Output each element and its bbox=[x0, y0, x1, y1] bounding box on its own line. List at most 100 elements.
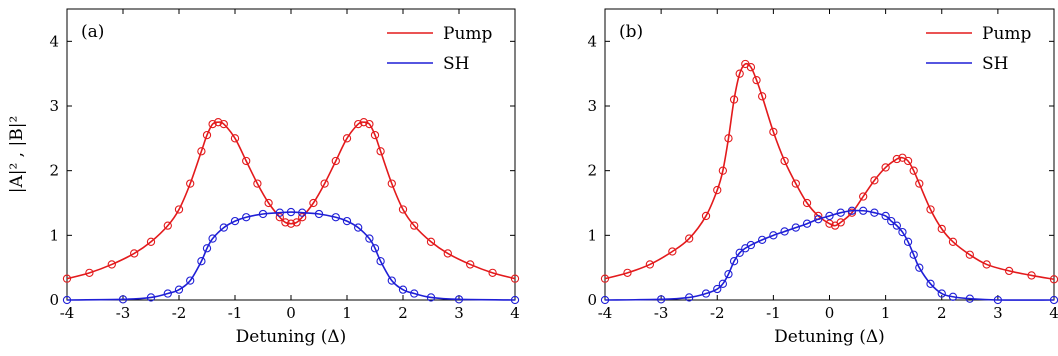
data-point-pump bbox=[729, 95, 739, 104]
x-tick-label: 1 bbox=[881, 304, 891, 322]
data-point-sh bbox=[398, 285, 408, 294]
data-point-pump bbox=[758, 92, 767, 101]
data-point-pump bbox=[746, 63, 756, 72]
data-point-pump bbox=[174, 205, 184, 214]
legend-label-sh: SH bbox=[443, 54, 469, 74]
data-point-sh bbox=[370, 244, 380, 253]
data-point-pump bbox=[342, 134, 352, 143]
data-point-sh bbox=[898, 227, 907, 237]
data-point-pump bbox=[443, 249, 452, 258]
data-point-sh bbox=[802, 219, 812, 228]
x-tick-label: -1 bbox=[228, 304, 243, 322]
data-point-pump bbox=[881, 163, 890, 172]
data-point-pump bbox=[197, 147, 206, 156]
data-point-sh bbox=[118, 295, 128, 304]
data-point-pump bbox=[713, 185, 722, 195]
data-point-sh bbox=[926, 279, 935, 288]
y-axis-label: |A|² , |B|² bbox=[7, 116, 27, 194]
data-point-sh bbox=[600, 295, 610, 305]
x-tick-label: 0 bbox=[825, 304, 835, 322]
legend-label-pump: Pump bbox=[982, 24, 1032, 44]
data-point-pump bbox=[281, 218, 290, 227]
data-point-sh bbox=[314, 209, 324, 219]
data-point-pump bbox=[859, 192, 868, 201]
x-tick-label: 2 bbox=[937, 304, 947, 322]
data-point-pump bbox=[600, 274, 610, 283]
data-point-sh bbox=[948, 292, 958, 301]
data-point-pump bbox=[298, 213, 307, 222]
data-point-sh bbox=[881, 211, 890, 221]
data-point-pump bbox=[836, 218, 845, 227]
data-point-sh bbox=[937, 289, 946, 298]
data-point-sh bbox=[746, 240, 756, 250]
legend-label-sh: SH bbox=[982, 54, 1008, 74]
panel-b: -4 -3 -2 -1 0 1 2 3 4 0 1 2 3 4 Detuning (Δ) (b) Pump SH bbox=[587, 8, 1058, 347]
data-point-pump bbox=[791, 179, 800, 188]
x-tick-label: 4 bbox=[510, 304, 520, 322]
data-point-sh bbox=[331, 213, 340, 222]
data-point-pump bbox=[701, 211, 711, 221]
data-point-pump bbox=[253, 179, 262, 188]
data-point-pump bbox=[208, 119, 217, 129]
series-line-pump bbox=[66, 121, 516, 280]
data-point-pump bbox=[645, 260, 655, 269]
data-point-sh bbox=[197, 257, 206, 266]
y-tick-label: 4 bbox=[587, 32, 597, 50]
data-point-sh bbox=[146, 293, 156, 302]
data-point-sh bbox=[286, 207, 296, 217]
y-tick-label: 0 bbox=[587, 291, 597, 309]
data-point-pump bbox=[724, 134, 733, 143]
data-point-sh bbox=[701, 289, 711, 298]
series-line-sh bbox=[66, 211, 516, 301]
data-point-pump bbox=[1004, 266, 1014, 276]
data-point-pump bbox=[370, 130, 380, 140]
data-point-pump bbox=[735, 69, 744, 78]
data-point-sh bbox=[859, 206, 868, 215]
y-tick-label: 3 bbox=[49, 97, 59, 115]
data-point-pump bbox=[376, 147, 385, 156]
series-line-pump bbox=[604, 62, 1055, 281]
data-point-pump bbox=[825, 219, 834, 228]
data-point-sh bbox=[387, 276, 396, 285]
data-point-sh bbox=[208, 234, 217, 243]
data-point-sh bbox=[713, 284, 722, 294]
data-point-sh bbox=[965, 294, 974, 303]
x-tick-label: 0 bbox=[286, 304, 296, 322]
data-point-pump bbox=[1027, 271, 1036, 280]
data-point-pump bbox=[309, 198, 318, 208]
data-point-pump bbox=[320, 179, 329, 188]
data-point-sh bbox=[729, 257, 739, 266]
data-point-sh bbox=[909, 250, 918, 259]
data-point-pump bbox=[107, 260, 116, 269]
data-point-pump bbox=[62, 274, 72, 283]
x-tick-label: 4 bbox=[1049, 304, 1058, 322]
data-point-pump bbox=[354, 119, 363, 129]
x-tick-label: -3 bbox=[654, 304, 669, 322]
data-point-sh bbox=[791, 223, 800, 232]
data-point-sh bbox=[230, 216, 240, 226]
data-point-pump bbox=[623, 268, 632, 277]
y-tick-label: 2 bbox=[49, 162, 59, 180]
x-tick-label: 3 bbox=[993, 304, 1003, 322]
data-point-pump bbox=[982, 260, 991, 269]
data-point-pump bbox=[802, 198, 812, 208]
data-point-pump bbox=[510, 274, 520, 283]
data-point-sh bbox=[915, 263, 924, 272]
data-point-pump bbox=[365, 119, 374, 129]
x-axis-label: Detuning (Δ) bbox=[774, 327, 885, 347]
data-point-pump bbox=[85, 268, 94, 277]
data-point-pump bbox=[286, 219, 296, 228]
data-point-pump bbox=[387, 179, 396, 188]
x-tick-label: -3 bbox=[116, 304, 131, 322]
data-point-pump bbox=[275, 213, 284, 222]
data-point-pump bbox=[230, 134, 240, 143]
data-point-sh bbox=[847, 206, 857, 215]
data-point-sh bbox=[836, 208, 845, 217]
data-point-sh bbox=[354, 223, 363, 232]
data-point-pump bbox=[466, 260, 475, 269]
y-tick-label: 0 bbox=[49, 291, 59, 309]
data-point-pump bbox=[186, 179, 195, 188]
data-point-sh bbox=[242, 213, 251, 222]
data-point-pump bbox=[219, 119, 228, 129]
data-point-sh bbox=[62, 295, 72, 305]
